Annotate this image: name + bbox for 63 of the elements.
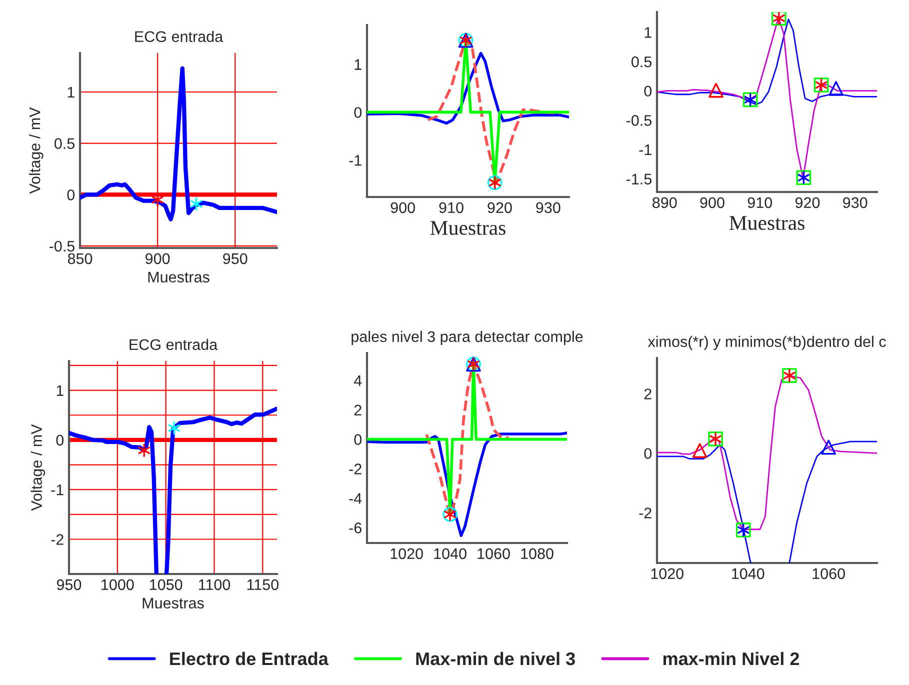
x-tick-label: 1060	[812, 568, 845, 580]
x-axis-title: Muestras	[142, 598, 204, 608]
chart-title: ximos(*r) y minimos(*b)dentro del c	[648, 336, 886, 350]
y-tick-label: 1	[354, 59, 362, 70]
y-tick-label: -6	[349, 522, 362, 534]
x-axis-title: Muestras	[729, 216, 804, 230]
y-tick-label: -1.5	[626, 174, 652, 184]
x-tick-label: 1050	[150, 579, 182, 590]
chart-title: pales nivel 3 para detectar comple	[352, 330, 583, 346]
y-tick-label: -4	[349, 493, 362, 504]
y-tick-label: 2	[354, 404, 362, 416]
x-tick-label: 900	[146, 253, 170, 264]
y-tick-label: 1	[68, 87, 74, 98]
legend-label: Electro de Entrada	[170, 652, 329, 666]
x-tick-label: 1040	[732, 568, 764, 580]
y-tick-label: 0	[354, 434, 362, 445]
chart-title: ECG entrada	[130, 338, 218, 350]
x-tick-label: 1100	[198, 579, 230, 590]
y-tick-label: -2	[51, 534, 64, 545]
y-tick-label: 2	[644, 388, 652, 400]
legend-label: Max-min de nivel 3	[416, 652, 575, 666]
x-tick-label: 1060	[478, 548, 510, 560]
y-tick-label: 0	[644, 448, 652, 459]
x-tick-label: 930	[536, 202, 560, 214]
y-tick-label: 0	[644, 86, 652, 97]
x-tick-label: 950	[56, 579, 82, 590]
x-tick-label: 930	[843, 197, 868, 208]
y-tick-label: -2	[639, 508, 652, 518]
x-tick-label: 1020	[390, 548, 423, 560]
x-tick-label: 890	[652, 197, 677, 208]
y-tick-label: -0.5	[626, 115, 652, 126]
y-tick-label: -1	[349, 155, 362, 166]
y-tick-label: 0.5	[632, 56, 652, 68]
y-tick-label: 0	[67, 190, 75, 200]
x-tick-label: 1080	[521, 548, 554, 560]
y-tick-label: 1	[644, 27, 652, 38]
chart-title: ECG entrada	[135, 30, 224, 42]
x-tick-label: 900	[390, 202, 415, 214]
legend-label: max-min Nivel 2	[663, 652, 800, 666]
x-tick-label: 1000	[102, 579, 134, 590]
x-tick-label: 900	[700, 197, 724, 208]
y-axis-title: Voltage / mV	[29, 107, 44, 194]
x-tick-label: 1020	[651, 568, 684, 580]
y-tick-label: -2	[349, 464, 362, 474]
x-tick-label: 920	[488, 202, 512, 214]
x-tick-label: 910	[439, 202, 464, 214]
y-tick-label: 1	[56, 385, 64, 396]
x-tick-label: 920	[795, 197, 820, 208]
y-tick-label: -1	[639, 144, 652, 156]
y-tick-label: 0	[354, 107, 362, 118]
y-tick-label: 4	[354, 375, 362, 386]
x-axis-title: Muestras	[148, 272, 210, 282]
x-tick-label: 1040	[434, 548, 466, 560]
y-tick-label: 0	[56, 434, 64, 446]
x-tick-label: 850	[68, 253, 92, 264]
x-axis-title: Muestras	[430, 221, 506, 235]
x-tick-label: 1150	[247, 579, 279, 590]
y-tick-label: -0.5	[49, 240, 74, 252]
x-tick-label: 910	[748, 197, 772, 208]
y-tick-label: -1	[51, 484, 64, 496]
y-tick-label: 0.5	[54, 138, 74, 149]
x-tick-label: 950	[223, 253, 248, 264]
y-axis-title: Voltage / mV	[30, 424, 45, 511]
